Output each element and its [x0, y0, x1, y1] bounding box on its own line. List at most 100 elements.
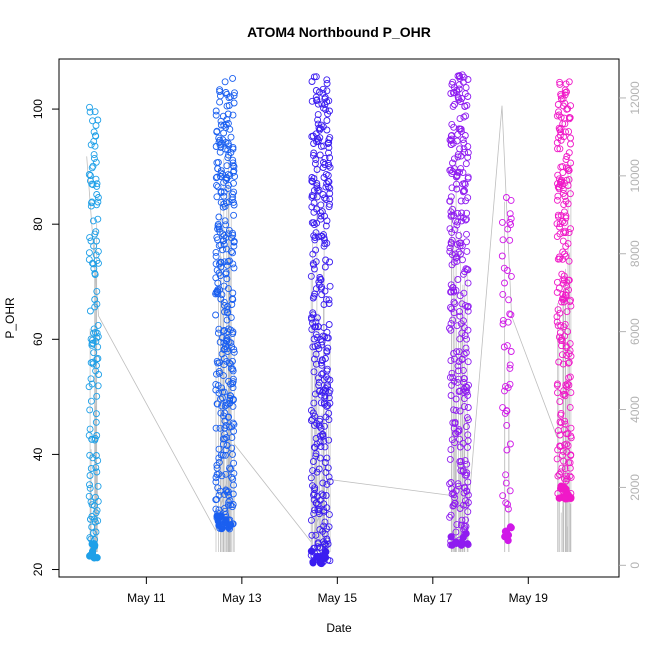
data-point — [308, 97, 316, 105]
data-point — [319, 479, 327, 487]
data-point — [322, 256, 330, 264]
data-point — [464, 153, 472, 161]
x-tick-label: May 19 — [509, 591, 549, 605]
data-point — [92, 528, 100, 536]
data-point — [566, 190, 574, 198]
data-point — [553, 318, 561, 326]
data-point — [230, 420, 238, 428]
data-point — [557, 178, 564, 186]
data-point — [324, 375, 332, 383]
data-point — [567, 473, 575, 481]
data-point — [213, 287, 221, 295]
data-point — [455, 125, 463, 133]
data-point — [501, 279, 508, 287]
data-point — [219, 203, 227, 211]
data-point — [222, 401, 230, 409]
data-point — [326, 163, 334, 171]
data-point — [565, 229, 573, 237]
data-point — [446, 513, 454, 521]
data-point — [554, 427, 562, 435]
data-point — [93, 362, 100, 370]
data-point — [229, 193, 237, 201]
data-point — [230, 211, 238, 219]
data-point — [212, 111, 220, 119]
data-point — [309, 178, 317, 186]
data-point — [462, 112, 470, 120]
data-point — [321, 355, 329, 362]
plot-frame — [58, 58, 620, 578]
data-point — [230, 348, 238, 356]
data-point — [224, 154, 232, 162]
data-point — [214, 183, 222, 191]
data-point — [94, 116, 102, 124]
data-point — [230, 99, 238, 107]
data-point — [454, 276, 462, 283]
data-point — [93, 300, 101, 308]
data-point — [558, 298, 566, 306]
data-point — [321, 101, 329, 109]
data-point — [453, 185, 461, 193]
data-point — [90, 154, 98, 162]
data-point — [464, 143, 472, 151]
data-point — [318, 338, 326, 346]
data-point — [314, 552, 322, 561]
data-point — [448, 120, 456, 128]
data-point — [318, 356, 326, 364]
data-point — [322, 183, 330, 191]
data-point — [460, 350, 468, 358]
data-point — [310, 175, 318, 182]
data-point — [319, 369, 327, 377]
data-point — [567, 452, 575, 459]
data-point — [316, 151, 324, 159]
data-point — [229, 143, 237, 151]
data-point — [561, 392, 569, 400]
data-point — [213, 357, 221, 365]
data-point — [563, 380, 571, 388]
data-point — [317, 285, 325, 293]
data-point — [321, 422, 329, 430]
data-point — [88, 341, 96, 349]
data-point — [462, 529, 470, 538]
data-point — [94, 497, 102, 505]
data-point — [450, 155, 458, 163]
data-point — [462, 344, 470, 352]
data-point — [314, 100, 322, 108]
data-point — [215, 225, 223, 233]
data-point — [463, 469, 471, 477]
data-point — [230, 346, 238, 353]
data-point — [566, 340, 574, 348]
data-point — [313, 333, 321, 341]
data-point — [456, 292, 464, 300]
data-point — [323, 217, 331, 225]
data-point — [456, 312, 464, 320]
data-point — [458, 242, 466, 250]
data-point — [326, 282, 334, 290]
data-point — [562, 212, 570, 220]
data-point — [313, 468, 321, 476]
data-point — [308, 78, 316, 85]
data-point — [503, 446, 511, 454]
data-point — [499, 492, 507, 500]
data-point — [463, 335, 470, 343]
data-point — [214, 382, 222, 390]
data-point — [310, 199, 318, 207]
data-point — [310, 261, 318, 269]
data-point — [564, 240, 572, 248]
data-point — [221, 78, 229, 86]
data-point — [446, 373, 454, 381]
data-point — [87, 375, 95, 383]
data-point — [563, 308, 571, 316]
y-axis-label: P_OHR — [3, 297, 17, 339]
data-point — [213, 370, 220, 378]
data-point — [450, 377, 458, 385]
data-point — [448, 251, 456, 259]
data-point — [94, 355, 102, 362]
data-point — [220, 188, 228, 196]
data-point — [228, 503, 236, 511]
data-point — [556, 220, 564, 228]
data-point — [464, 443, 471, 451]
data-point — [566, 472, 574, 480]
data-point — [312, 285, 320, 293]
data-point — [456, 443, 464, 451]
data-point — [217, 121, 225, 129]
